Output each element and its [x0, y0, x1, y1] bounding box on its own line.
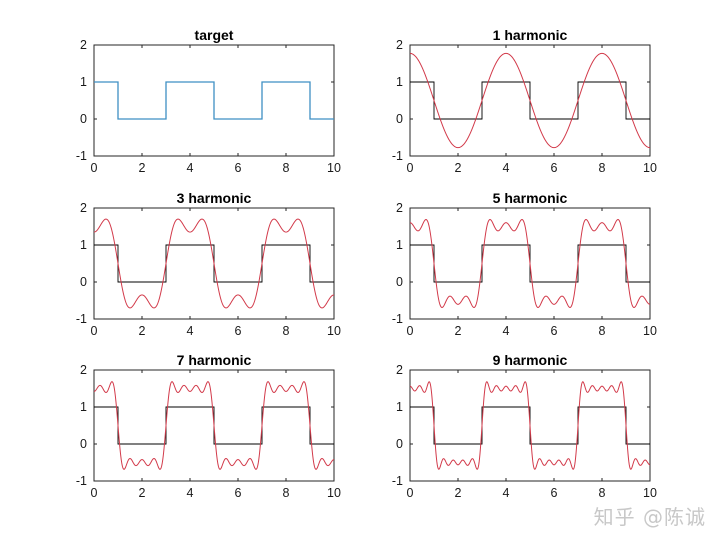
fourier-approximation-line	[409, 52, 651, 149]
x-tick-label: 4	[187, 324, 194, 338]
y-tick-label: -1	[76, 312, 87, 326]
x-tick-label: 10	[327, 324, 341, 338]
subplot-title: target	[195, 27, 234, 43]
fourier-approximation-line	[409, 219, 651, 308]
subplot-5: 7 harmonic 0 2 4 6 8 10 -1 0 1 2	[76, 352, 341, 500]
x-tick-label: 2	[455, 161, 462, 175]
y-tick-label: -1	[392, 149, 403, 163]
x-tick-label: 2	[139, 324, 146, 338]
axes-box	[93, 44, 335, 157]
axes-box	[93, 369, 335, 482]
subplot-title: 7 harmonic	[177, 352, 252, 368]
subplot-2: 1 harmonic 0 2 4 6 8 10 -1 0 1 2	[392, 27, 657, 175]
x-tick-label: 10	[327, 486, 341, 500]
y-tick-label: 0	[80, 437, 87, 451]
x-tick-label: 2	[455, 486, 462, 500]
x-tick-label: 4	[503, 161, 510, 175]
x-tick-label: 4	[503, 324, 510, 338]
x-tick-label: 0	[91, 324, 98, 338]
x-tick-label: 0	[91, 161, 98, 175]
y-tick-label: 2	[396, 363, 403, 377]
subplot-title: 1 harmonic	[493, 27, 568, 43]
y-tick-label: 0	[80, 275, 87, 289]
x-tick-label: 0	[91, 486, 98, 500]
x-tick-label: 0	[407, 486, 414, 500]
y-tick-label: 2	[80, 38, 87, 52]
x-tick-label: 10	[643, 161, 657, 175]
x-tick-label: 6	[551, 324, 558, 338]
subplot-3: 3 harmonic 0 2 4 6 8 10 -1 0 1 2	[76, 190, 341, 338]
y-tick-label: -1	[76, 474, 87, 488]
x-tick-label: 10	[643, 486, 657, 500]
x-tick-label: 8	[283, 486, 290, 500]
x-tick-label: 4	[187, 161, 194, 175]
x-tick-label: 6	[551, 486, 558, 500]
x-tick-label: 6	[235, 486, 242, 500]
y-tick-label: 2	[396, 38, 403, 52]
x-tick-label: 4	[187, 486, 194, 500]
x-tick-label: 6	[551, 161, 558, 175]
x-tick-label: 0	[407, 324, 414, 338]
y-tick-label: 0	[396, 275, 403, 289]
subplot-4: 5 harmonic 0 2 4 6 8 10 -1 0 1 2	[392, 190, 657, 338]
target-square-wave-line	[94, 81, 334, 120]
x-tick-label: 6	[235, 324, 242, 338]
y-tick-label: 1	[80, 400, 87, 414]
axes-box	[93, 207, 335, 320]
subplot-title: 5 harmonic	[493, 190, 568, 206]
y-tick-label: -1	[76, 149, 87, 163]
y-tick-label: 2	[80, 201, 87, 215]
subplot-6: 9 harmonic 0 2 4 6 8 10 -1 0 1 2	[392, 352, 657, 500]
axes-box	[409, 44, 651, 157]
x-tick-label: 8	[599, 161, 606, 175]
x-tick-label: 2	[139, 486, 146, 500]
y-tick-label: -1	[392, 312, 403, 326]
axes-box	[409, 207, 651, 320]
y-tick-label: 1	[396, 400, 403, 414]
y-tick-label: 1	[80, 238, 87, 252]
x-tick-label: 8	[599, 324, 606, 338]
subplot-title: 9 harmonic	[493, 352, 568, 368]
x-tick-label: 8	[599, 486, 606, 500]
y-tick-label: 1	[396, 238, 403, 252]
x-tick-label: 2	[455, 324, 462, 338]
fourier-approximation-line	[93, 381, 335, 470]
fourier-approximation-line	[93, 218, 335, 309]
fourier-approximation-line	[409, 381, 651, 470]
y-tick-label: -1	[392, 474, 403, 488]
watermark: 知乎 @陈诚	[593, 505, 706, 529]
x-tick-label: 8	[283, 324, 290, 338]
x-tick-label: 0	[407, 161, 414, 175]
y-tick-label: 0	[80, 112, 87, 126]
x-tick-label: 8	[283, 161, 290, 175]
x-tick-label: 10	[643, 324, 657, 338]
y-tick-label: 0	[396, 437, 403, 451]
y-tick-label: 1	[396, 75, 403, 89]
y-tick-label: 2	[396, 201, 403, 215]
y-tick-label: 2	[80, 363, 87, 377]
x-tick-label: 4	[503, 486, 510, 500]
x-tick-label: 6	[235, 161, 242, 175]
subplot-title: 3 harmonic	[177, 190, 252, 206]
subplot-1: target 0 2 4 6 8 10 -1 0 1 2	[76, 27, 341, 175]
x-tick-label: 10	[327, 161, 341, 175]
y-tick-label: 1	[80, 75, 87, 89]
x-tick-label: 2	[139, 161, 146, 175]
axes-box	[409, 369, 651, 482]
y-tick-label: 0	[396, 112, 403, 126]
